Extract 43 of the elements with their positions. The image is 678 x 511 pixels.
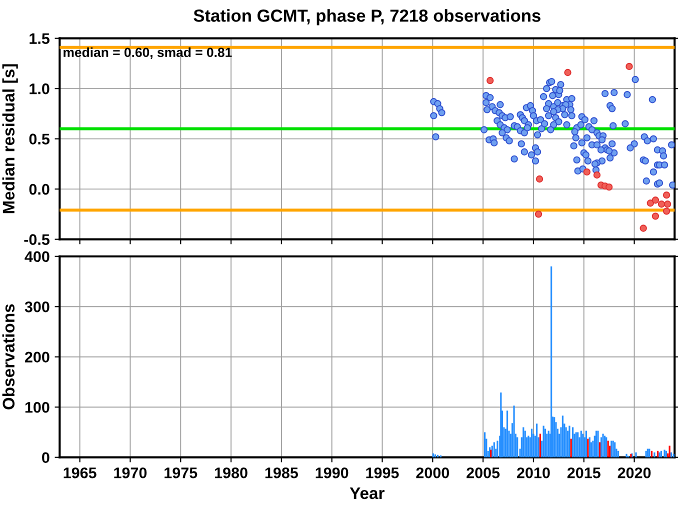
point [605, 183, 613, 191]
x-tick-label: 2015 [567, 467, 600, 478]
point [662, 191, 670, 199]
point [534, 210, 542, 218]
point [564, 68, 572, 76]
point [652, 212, 660, 220]
point [583, 168, 590, 176]
x-tick-label: 2010 [517, 467, 550, 478]
y-tick-label: 0.0 [29, 184, 50, 195]
point [652, 196, 660, 204]
chart-title: Station GCMT, phase P, 7218 observations [194, 9, 540, 26]
y-axis-title: Median residual [s] [2, 64, 18, 214]
annotation: median = 0.60, smad = 0.81 [64, 47, 232, 59]
x-tick-label: 2000 [416, 467, 450, 478]
y-tick-label: 0 [42, 452, 50, 464]
y-tick-label: 400 [24, 251, 50, 262]
point [536, 175, 544, 183]
y-tick-label: 0.5 [29, 134, 50, 144]
x-tick-label: 2020 [618, 467, 651, 478]
x-tick-label: 1965 [64, 467, 96, 478]
point [593, 171, 601, 179]
x-tick-label: 2005 [466, 467, 500, 478]
x-axis-title: Year [350, 487, 384, 500]
point [486, 76, 494, 84]
x-tick-label: 1970 [114, 467, 147, 478]
point [626, 62, 633, 70]
x-tick-label: 1980 [215, 467, 248, 478]
y-tick-label: 1.5 [30, 33, 50, 44]
point [658, 200, 666, 208]
point [640, 224, 647, 232]
x-tick-label: 1995 [366, 467, 399, 478]
x-tick-label: 1990 [316, 467, 348, 478]
y-axis-title: Observations [2, 304, 15, 410]
y-tick-label: 1.0 [30, 83, 50, 94]
y-tick-label: 100 [25, 402, 50, 413]
y-tick-label: 300 [24, 301, 50, 312]
x-tick-label: 1985 [265, 467, 298, 478]
point [646, 200, 654, 207]
y-tick-label: 200 [24, 352, 50, 363]
x-tick-label: 1975 [164, 467, 198, 478]
point [662, 208, 670, 215]
point [664, 200, 672, 208]
y-tick-label: -0.5 [24, 234, 50, 245]
